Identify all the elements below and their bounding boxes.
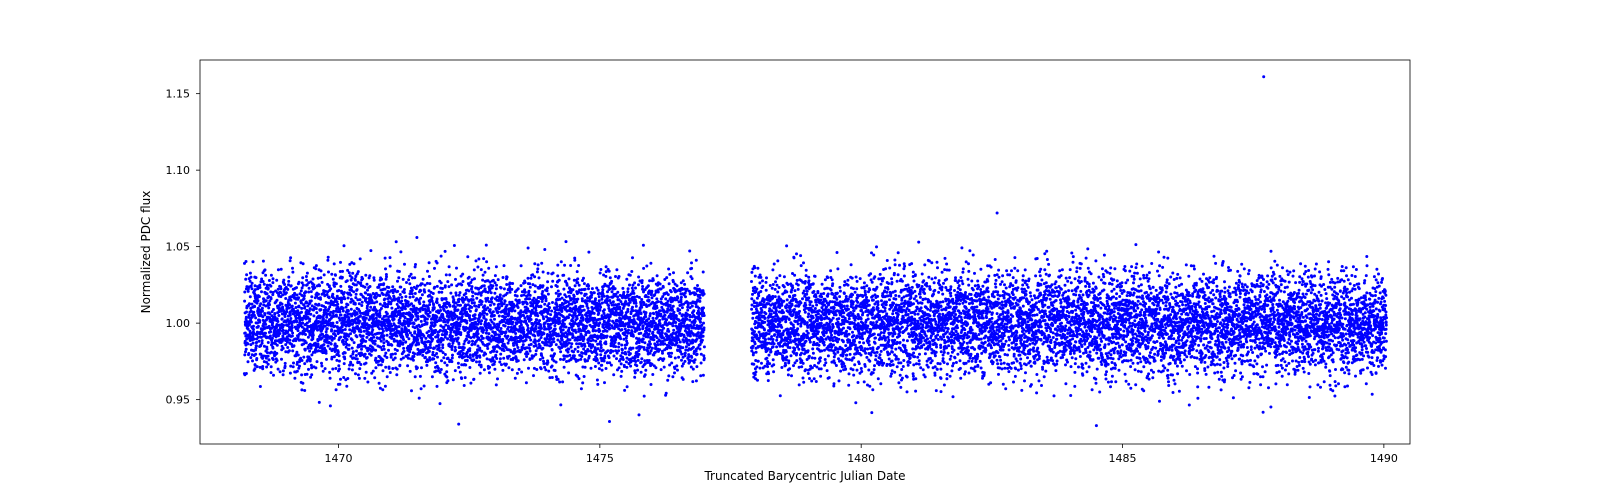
y-tick-label: 1.10 xyxy=(166,164,191,177)
y-axis-label: Normalized PDC flux xyxy=(139,191,153,314)
scatter-outlier xyxy=(1045,250,1048,253)
chart-svg: 1470 1475 1480 1485 1490 Truncated Barycentri… xyxy=(0,0,1600,500)
scatter-outlier xyxy=(996,212,999,215)
y-tick-label: 0.95 xyxy=(166,394,191,407)
x-axis-label: Truncated Barycentric Julian Date xyxy=(703,469,905,483)
scatter-outlier xyxy=(457,423,460,426)
scatter-outlier xyxy=(1095,424,1098,427)
lightcurve-chart: 1470 1475 1480 1485 1490 Truncated Barycentri… xyxy=(0,0,1600,500)
x-tick-label: 1480 xyxy=(847,452,875,465)
x-tick-label: 1485 xyxy=(1109,452,1137,465)
y-tick-label: 1.05 xyxy=(166,241,191,254)
scatter-outlier xyxy=(415,236,418,239)
scatter-outlier xyxy=(638,413,641,416)
y-tick-label: 1.15 xyxy=(166,88,191,101)
y-tick-label: 1.00 xyxy=(166,317,191,330)
x-tick-label: 1475 xyxy=(586,452,614,465)
x-tick-label: 1490 xyxy=(1370,452,1398,465)
x-tick-label: 1470 xyxy=(325,452,353,465)
scatter-outlier xyxy=(1262,75,1265,78)
